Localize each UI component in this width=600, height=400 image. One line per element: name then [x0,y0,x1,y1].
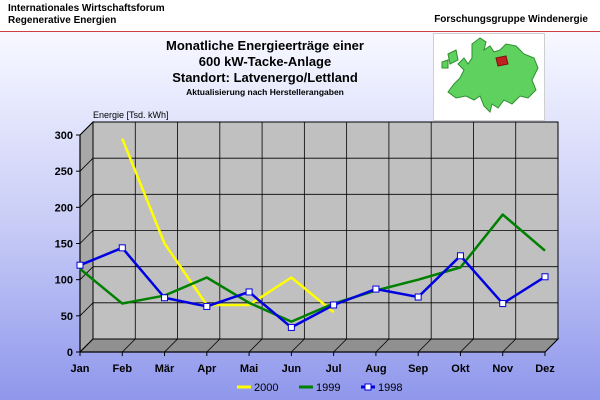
x-tick-label: Mai [240,363,258,375]
y-gridline-side [79,121,94,136]
x-tick-label: Mär [155,363,175,375]
data-point-1998 [456,252,464,260]
chart-title-block: Monatliche Energieerträge einer 600 kW-T… [100,38,430,97]
x-gridline-floor [417,338,432,353]
y-tick-label: 200 [55,202,73,214]
y-tick-label: 150 [55,239,73,251]
org-line-1: Internationales Wirtschaftsforum [8,3,165,14]
legend-label-1999: 1999 [316,382,340,394]
y-tick-label: 100 [55,275,73,287]
y-gridline-side [79,302,94,317]
x-gridline-floor [206,338,221,353]
series-line-1998 [79,246,546,329]
data-point-1998 [499,300,507,308]
x-gridline-floor [502,338,517,353]
x-tick-label: Nov [492,363,514,375]
data-point-1998 [287,323,295,331]
y-tick-label: 300 [55,130,73,142]
data-point-1998 [76,261,84,269]
plot-floor [78,338,560,353]
x-tick-label: Aug [365,363,386,375]
x-gridline-floor [164,338,178,353]
x-gridline-floor [291,338,305,353]
y-gridline-side [79,157,94,172]
x-gridline-floor [121,338,136,353]
legend-label-2000: 2000 [254,382,278,394]
y-tick-label: 50 [61,311,73,323]
data-point-1998 [161,294,169,302]
x-tick-label: Feb [112,363,132,375]
data-point-1998 [118,244,126,252]
x-gridline-floor [333,338,347,353]
x-tick-label: Dez [535,363,555,375]
y-tick-label: 0 [67,347,73,359]
series-line-2000 [121,138,335,314]
data-point-1998 [203,302,211,310]
org-line-2: Regenerative Energien [8,15,117,26]
x-tick-label: Okt [451,363,470,375]
x-gridline-floor [375,338,390,353]
chart-subtitle: Aktualisierung nach Herstellerangaben [186,87,344,97]
chart-legend: 2000 1999 1998 [237,382,402,394]
research-group-name: Forschungsgruppe Windenergie [434,14,588,25]
data-point-1998 [245,288,253,296]
series-line-1999 [79,213,546,323]
x-gridline-floor [79,338,94,353]
organization-name: Internationales Wirtschaftsforum Regener… [8,3,165,27]
y-tick-label: 250 [55,166,73,178]
x-tick-label: Sep [408,363,428,375]
chart-title-line-3: Standort: Latvenergo/Lettland [172,70,358,85]
chart-title-line-2: 600 kW-Tacke-Anlage [198,54,332,69]
x-tick-label: Jan [71,363,90,375]
series-2000 [121,138,335,314]
data-point-1998 [330,301,338,309]
page-header: Internationales Wirtschaftsforum Regener… [0,0,600,32]
x-gridline-floor [544,338,559,353]
data-point-1998 [414,293,422,301]
x-tick-label: Jul [326,363,342,375]
y-axis-label: Energie [Tsd. kWh] [93,110,169,120]
latvia-highlight [495,55,509,67]
x-tick-label: Apr [197,363,217,375]
legend-label-1998: 1998 [378,382,402,394]
x-tick-label: Jun [282,363,302,375]
x-gridline-floor [460,338,474,353]
y-gridline-side [79,230,94,244]
series-1999 [79,213,546,323]
data-point-1998 [372,285,380,293]
chart-title-line-1: Monatliche Energieerträge einer [166,38,364,53]
series-1998 [76,244,549,331]
x-gridline-floor [248,338,263,353]
europe-map-icon [433,33,545,121]
data-point-1998 [541,273,549,281]
y-gridline-side [79,194,94,208]
legend-marker-1998 [364,383,372,391]
